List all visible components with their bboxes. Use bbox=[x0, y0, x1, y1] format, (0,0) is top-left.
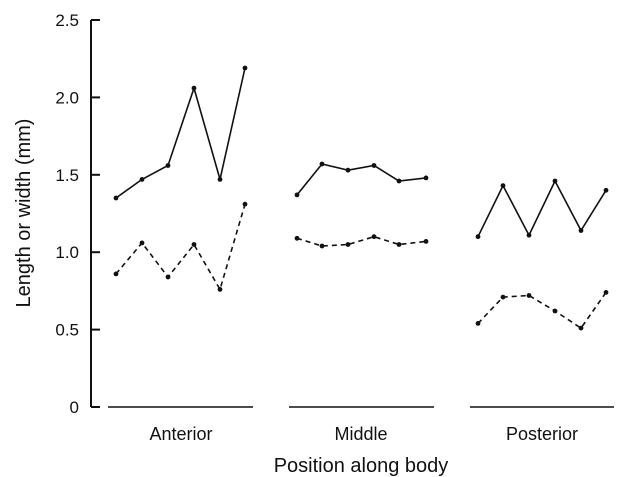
solid-series-point bbox=[475, 234, 481, 240]
dashed-series-point bbox=[217, 287, 223, 292]
dashed-series-line bbox=[296, 235, 427, 247]
dashed-series-line bbox=[115, 203, 246, 292]
y-tick-label: 2.5 bbox=[55, 11, 79, 30]
solid-series-line bbox=[115, 67, 246, 199]
dashed-series-point bbox=[294, 235, 300, 241]
series-layer bbox=[113, 65, 609, 331]
solid-series-point bbox=[552, 178, 558, 184]
y-axis-title: Length or width (mm) bbox=[13, 119, 35, 308]
y-tick-label: 0.5 bbox=[55, 321, 79, 340]
y-tick-label: 1.5 bbox=[55, 166, 79, 185]
x-category-label: Middle bbox=[334, 424, 387, 444]
dashed-series-point bbox=[319, 243, 325, 249]
solid-series-point bbox=[345, 167, 351, 173]
solid-series-point bbox=[319, 161, 325, 167]
dashed-series-point bbox=[113, 271, 119, 277]
y-tick-label: 2.0 bbox=[55, 88, 79, 107]
dashed-series-point bbox=[371, 234, 377, 240]
x-category-label: Posterior bbox=[506, 424, 578, 444]
solid-series-point bbox=[242, 65, 248, 71]
solid-series-point bbox=[423, 175, 429, 181]
solid-series-point bbox=[603, 187, 609, 193]
solid-series-point bbox=[526, 232, 532, 238]
x-category-label: Anterior bbox=[149, 424, 212, 444]
dashed-series-point bbox=[475, 321, 481, 326]
solid-series-point bbox=[371, 163, 377, 168]
dashed-series-point bbox=[500, 294, 506, 300]
dashed-series-point bbox=[396, 242, 402, 247]
dashed-series-point bbox=[191, 242, 197, 247]
solid-series-point bbox=[500, 183, 506, 189]
solid-series-point bbox=[113, 195, 119, 201]
dashed-series-point bbox=[603, 290, 609, 295]
solid-series-point bbox=[191, 85, 197, 91]
solid-series-point bbox=[217, 177, 223, 182]
solid-series-line bbox=[477, 179, 607, 238]
dashed-series-point bbox=[242, 201, 248, 207]
y-tick-label: 1.0 bbox=[55, 243, 79, 262]
labels: 0 0.5 1.0 1.5 2.0 2.5 Anterior Middle Posterior P… bbox=[13, 11, 578, 477]
y-tick-label: 0 bbox=[70, 398, 79, 417]
solid-series-line bbox=[296, 163, 427, 196]
solid-series-point bbox=[139, 177, 145, 182]
dashed-series-point bbox=[165, 274, 171, 280]
dashed-series-point bbox=[139, 240, 145, 246]
solid-series-point bbox=[578, 228, 584, 233]
dashed-series-point bbox=[526, 293, 532, 298]
solid-series-point bbox=[165, 163, 171, 168]
dashed-series-point bbox=[423, 239, 429, 244]
solid-series-point bbox=[294, 192, 300, 198]
dashed-series-point bbox=[552, 308, 558, 314]
x-axis-title: Position along body bbox=[274, 455, 449, 477]
solid-series-point bbox=[396, 178, 402, 184]
dashed-series-point bbox=[578, 325, 584, 331]
dashed-series-point bbox=[345, 242, 351, 247]
dashed-series-line bbox=[477, 291, 607, 330]
axes bbox=[90, 19, 614, 408]
